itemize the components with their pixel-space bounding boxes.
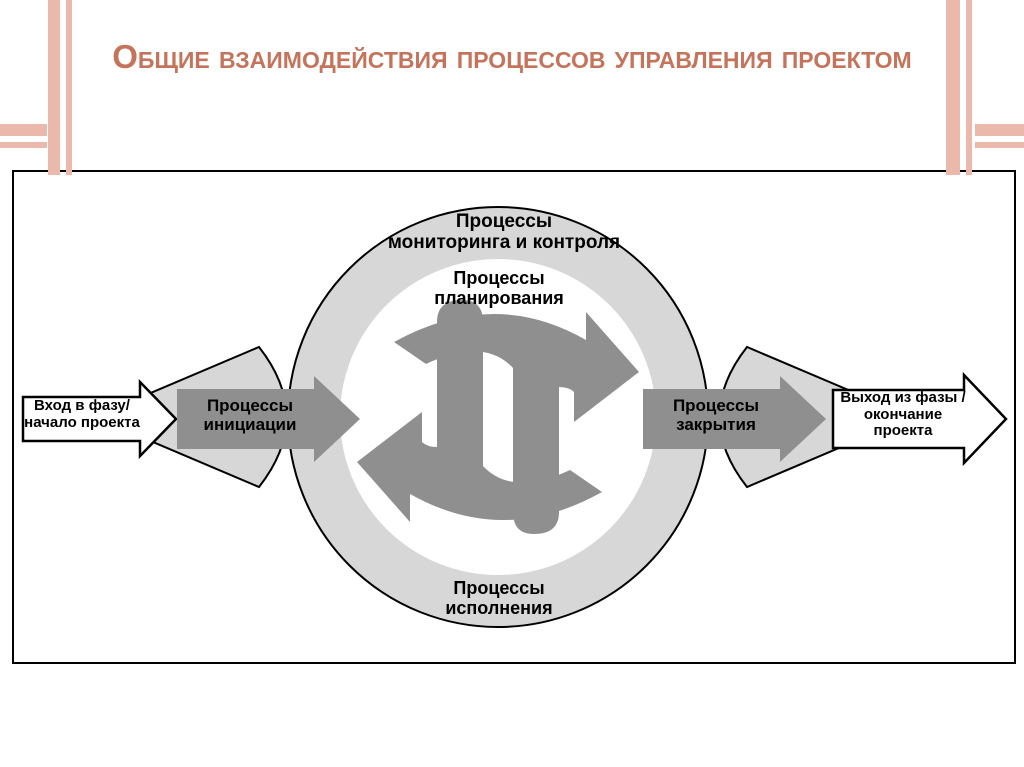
decor-bar (975, 124, 1024, 136)
decor-bar (0, 142, 47, 148)
decor-bar (0, 124, 47, 136)
planning-label: Процессыпланирования (394, 269, 604, 309)
initiation-label: Процессыинициации (180, 397, 320, 434)
slide: Общие взаимодействия процессов управлени… (0, 0, 1024, 767)
decor-bar (975, 142, 1024, 148)
slide-title: Общие взаимодействия процессов управлени… (0, 38, 1024, 76)
diagram-frame: Процессымониторинга и контроля Процессып… (12, 170, 1016, 664)
decor-bar (66, 0, 72, 175)
entry-label: Вход в фазу/начало проекта (18, 398, 146, 431)
exit-label: Выход из фазы /окончаниепроекта (832, 390, 974, 440)
closing-label: Процессызакрытия (646, 397, 786, 434)
decor-bar (966, 0, 972, 175)
decor-bar (48, 0, 60, 175)
decor-bar (946, 0, 960, 175)
monitoring-label: Процессымониторинга и контроля (354, 212, 654, 254)
execution-label: Процессыисполнения (394, 579, 604, 619)
